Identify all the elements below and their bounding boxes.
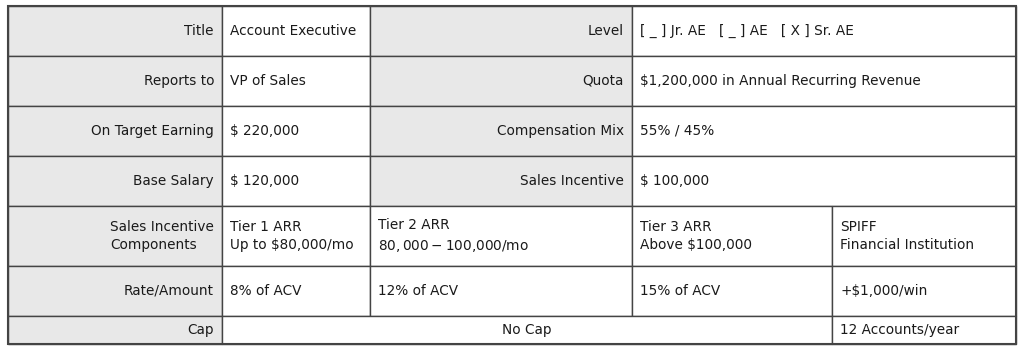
Text: Tier 1 ARR
Up to $80,000/mo: Tier 1 ARR Up to $80,000/mo [230, 219, 353, 252]
Bar [8, 56, 222, 106]
Text: +$1,000/win: +$1,000/win [840, 284, 928, 298]
Text: 8% of ACV: 8% of ACV [230, 284, 301, 298]
Bar [222, 206, 370, 266]
Bar [8, 206, 222, 266]
Bar [8, 266, 222, 316]
Text: 12% of ACV: 12% of ACV [378, 284, 458, 298]
Bar [222, 156, 370, 206]
Bar [632, 106, 1016, 156]
Text: Reports to: Reports to [143, 74, 214, 88]
Bar [370, 106, 632, 156]
Text: Sales Incentive
Components: Sales Incentive Components [111, 219, 214, 252]
Bar [831, 266, 1016, 316]
Text: $1,200,000 in Annual Recurring Revenue: $1,200,000 in Annual Recurring Revenue [640, 74, 921, 88]
Text: 12 Accounts/year: 12 Accounts/year [840, 323, 959, 337]
Text: $ 120,000: $ 120,000 [230, 174, 299, 188]
Bar [370, 6, 632, 56]
Bar [370, 56, 632, 106]
Bar [632, 266, 831, 316]
Text: No Cap: No Cap [502, 323, 552, 337]
Bar [222, 6, 370, 56]
Text: Compensation Mix: Compensation Mix [497, 124, 624, 138]
Text: SPIFF
Financial Institution: SPIFF Financial Institution [840, 219, 974, 252]
Bar [222, 266, 370, 316]
Text: Account Executive: Account Executive [230, 24, 356, 38]
Text: Rate/Amount: Rate/Amount [124, 284, 214, 298]
Text: VP of Sales: VP of Sales [230, 74, 306, 88]
Text: [ _ ] Jr. AE   [ _ ] AE   [ X ] Sr. AE: [ _ ] Jr. AE [ _ ] AE [ X ] Sr. AE [640, 24, 854, 38]
Bar [632, 156, 1016, 206]
Text: 15% of ACV: 15% of ACV [640, 284, 720, 298]
Text: Level: Level [588, 24, 624, 38]
Bar [8, 6, 222, 56]
Text: 55% / 45%: 55% / 45% [640, 124, 715, 138]
Text: $ 100,000: $ 100,000 [640, 174, 710, 188]
Bar [831, 316, 1016, 344]
Text: Sales Incentive: Sales Incentive [520, 174, 624, 188]
Bar [370, 266, 632, 316]
Text: Tier 3 ARR
Above $100,000: Tier 3 ARR Above $100,000 [640, 219, 752, 252]
Bar [222, 56, 370, 106]
Bar [8, 106, 222, 156]
Bar [8, 316, 222, 344]
Bar [831, 206, 1016, 266]
Text: Tier 2 ARR
$80,000-$100,000/mo: Tier 2 ARR $80,000-$100,000/mo [378, 218, 528, 254]
Text: Base Salary: Base Salary [133, 174, 214, 188]
Bar [8, 156, 222, 206]
Bar [370, 156, 632, 206]
Text: $ 220,000: $ 220,000 [230, 124, 299, 138]
Bar [632, 56, 1016, 106]
Bar [222, 106, 370, 156]
Bar [632, 6, 1016, 56]
Text: Cap: Cap [187, 323, 214, 337]
Text: Quota: Quota [583, 74, 624, 88]
Bar [222, 316, 831, 344]
Bar [370, 206, 632, 266]
Text: Title: Title [184, 24, 214, 38]
Text: On Target Earning: On Target Earning [91, 124, 214, 138]
Bar [632, 206, 831, 266]
